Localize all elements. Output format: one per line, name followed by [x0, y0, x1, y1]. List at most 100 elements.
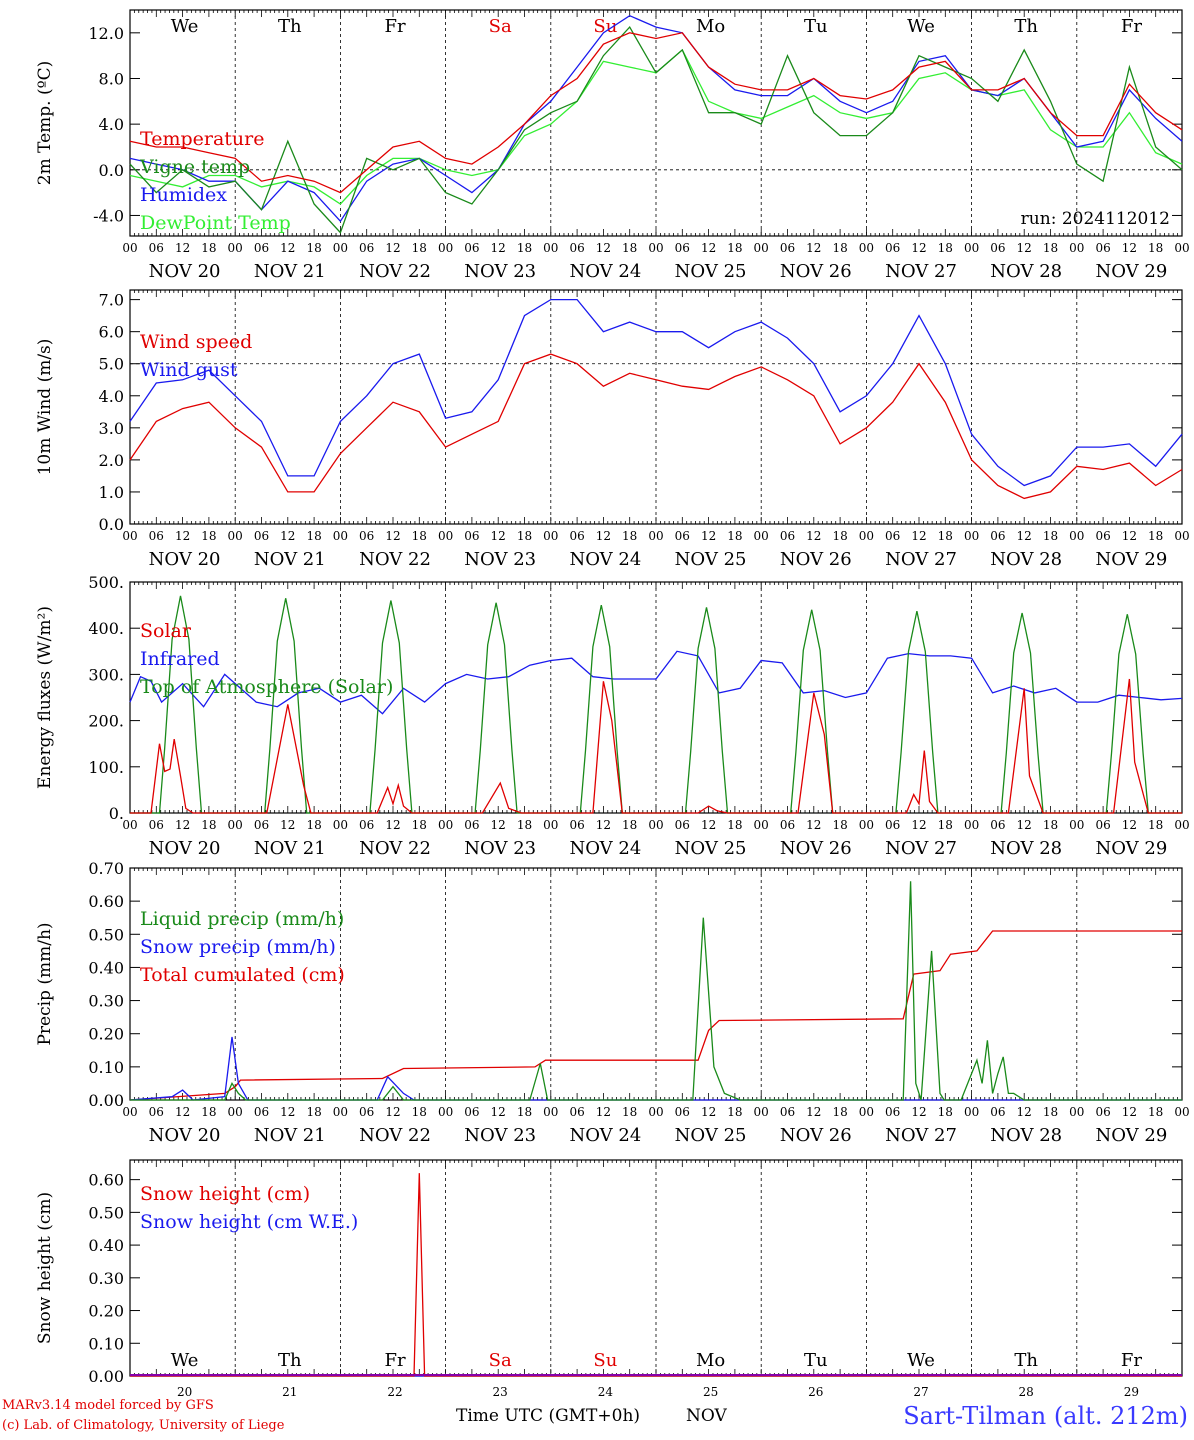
day-label: NOV 21 — [254, 261, 326, 282]
legend-entry: Top of Atmosphere (Solar) — [140, 676, 393, 698]
hour-tick-label: 18 — [306, 818, 321, 832]
day-label: NOV 23 — [464, 1125, 536, 1146]
hour-tick-label: 06 — [675, 529, 690, 543]
hour-tick-label: 18 — [622, 529, 637, 543]
y-tick-label: 4.0 — [99, 387, 124, 406]
day-label: NOV 25 — [675, 1125, 747, 1146]
hour-tick-label: 18 — [517, 818, 532, 832]
day-label: NOV 20 — [149, 1125, 221, 1146]
hour-tick-label: 18 — [412, 529, 427, 543]
hour-tick-label: 18 — [622, 241, 637, 255]
hour-tick-label: 00 — [1174, 241, 1189, 255]
hour-tick-label: 18 — [727, 529, 742, 543]
y-tick-label: 0.10 — [88, 1058, 124, 1077]
hour-tick-label: 06 — [990, 241, 1005, 255]
y-tick-label: 0.20 — [88, 1302, 124, 1321]
y-tick-label: 0.30 — [88, 1269, 124, 1288]
hour-tick-label: 12 — [1017, 818, 1032, 832]
day-label: NOV 24 — [569, 549, 641, 570]
hour-tick-label: 00 — [543, 241, 558, 255]
y-tick-label: 7.0 — [99, 291, 124, 310]
hour-tick-label: 06 — [149, 818, 164, 832]
hour-tick-label: 12 — [491, 1105, 506, 1119]
hour-tick-label: 06 — [464, 1105, 479, 1119]
hour-tick-label: 18 — [938, 1105, 953, 1119]
legend-entry: Infrared — [140, 648, 220, 670]
model-credit: MARv3.14 model forced by GFS — [2, 1398, 214, 1413]
hour-tick-label: 18 — [517, 529, 532, 543]
hour-tick-label: 12 — [911, 1105, 926, 1119]
hour-tick-label: 18 — [201, 818, 216, 832]
hour-tick-label: 12 — [911, 818, 926, 832]
hour-tick-label: 06 — [780, 818, 795, 832]
y-tick-label: 6.0 — [99, 323, 124, 342]
hour-tick-label: 18 — [832, 818, 847, 832]
weekday-label: We — [171, 1350, 199, 1371]
hour-tick-label: 12 — [385, 818, 400, 832]
y-tick-label: 100. — [88, 758, 124, 777]
lab-credit: (c) Lab. of Climatology, University of L… — [2, 1418, 285, 1433]
hour-tick-label: 06 — [464, 818, 479, 832]
y-tick-label: 12.0 — [88, 24, 124, 43]
hour-tick-label: 06 — [569, 1105, 584, 1119]
day-label: NOV 22 — [359, 1125, 431, 1146]
day-label: NOV 26 — [780, 1125, 852, 1146]
legend-entry: Liquid precip (mm/h) — [140, 908, 344, 930]
legend-entry: Total cumulated (cm) — [140, 964, 345, 986]
hour-tick-label: 06 — [990, 529, 1005, 543]
y-tick-label: 0.10 — [88, 1334, 124, 1353]
hour-tick-label: 00 — [859, 241, 874, 255]
hour-tick-label: 06 — [149, 529, 164, 543]
hour-tick-label: 18 — [1148, 241, 1163, 255]
hour-tick-label: 00 — [333, 818, 348, 832]
hour-tick-label: 06 — [464, 241, 479, 255]
hour-tick-label: 00 — [1174, 1105, 1189, 1119]
y-tick-label: -4.0 — [93, 206, 124, 225]
hour-tick-label: 00 — [122, 241, 137, 255]
hour-tick-label: 18 — [306, 529, 321, 543]
hour-tick-label: 00 — [754, 1105, 769, 1119]
weekday-label: Th — [1014, 16, 1038, 37]
day-number-label: 28 — [1019, 1385, 1034, 1399]
hour-tick-label: 00 — [122, 818, 137, 832]
hour-tick-label: 18 — [727, 1105, 742, 1119]
hour-tick-label: 12 — [701, 818, 716, 832]
weekday-label: Th — [1014, 1350, 1038, 1371]
day-label: NOV 20 — [149, 838, 221, 859]
day-number-label: 20 — [177, 1385, 192, 1399]
y-tick-label: 0. — [109, 804, 124, 823]
hour-tick-label: 12 — [596, 1105, 611, 1119]
hour-tick-label: 06 — [359, 1105, 374, 1119]
hour-tick-label: 00 — [1069, 1105, 1084, 1119]
hour-tick-label: 12 — [596, 529, 611, 543]
hour-tick-label: 00 — [1174, 818, 1189, 832]
hour-tick-label: 00 — [438, 241, 453, 255]
day-label: NOV 23 — [464, 261, 536, 282]
hour-tick-label: 06 — [569, 241, 584, 255]
day-label: NOV 24 — [569, 838, 641, 859]
hour-tick-label: 18 — [306, 1105, 321, 1119]
hour-tick-label: 06 — [780, 529, 795, 543]
hour-tick-label: 12 — [280, 1105, 295, 1119]
hour-tick-label: 12 — [1017, 529, 1032, 543]
hour-tick-label: 18 — [727, 241, 742, 255]
day-label: NOV 20 — [149, 549, 221, 570]
day-label: NOV 27 — [885, 838, 957, 859]
hour-tick-label: 12 — [806, 818, 821, 832]
y-tick-label: 0.0 — [99, 515, 124, 534]
legend-entry: Wind gust — [140, 359, 238, 381]
y-tick-label: 8.0 — [99, 69, 124, 88]
weekday-label: Tu — [804, 16, 828, 37]
day-label: NOV 28 — [990, 261, 1062, 282]
hour-tick-label: 00 — [543, 818, 558, 832]
panel-2: 0.0 1.0 2.0 3.0 4.0 5.0 6.0 7.0 10m Wind (m/s) 00… — [35, 289, 1190, 570]
legend-entry: Wind speed — [140, 331, 252, 353]
hour-tick-label: 00 — [333, 529, 348, 543]
hour-tick-label: 12 — [491, 529, 506, 543]
hour-tick-label: 12 — [491, 818, 506, 832]
y-axis-label: 10m Wind (m/s) — [35, 339, 55, 476]
weekday-label: Su — [593, 16, 617, 37]
series-humidex — [129, 14, 1183, 223]
hour-tick-label: 00 — [964, 1105, 979, 1119]
hour-tick-label: 00 — [1174, 529, 1189, 543]
